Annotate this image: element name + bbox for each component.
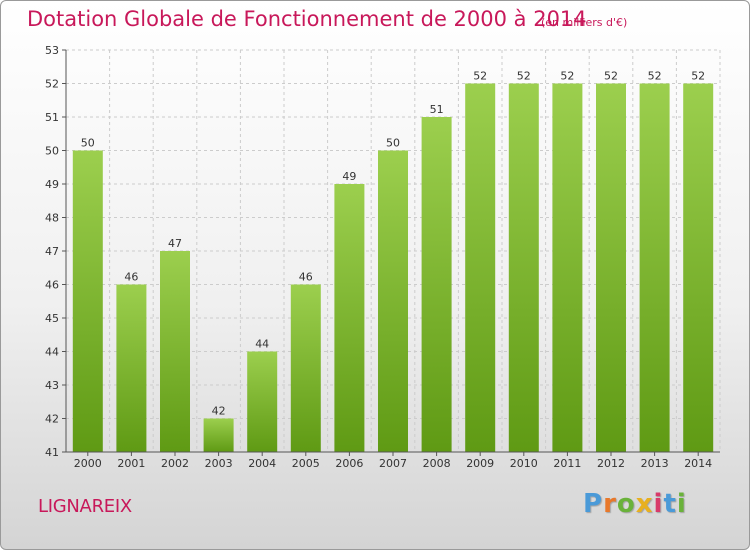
bar-2006 (334, 184, 365, 452)
chart-title: Dotation Globale de Fonctionnement de 20… (27, 7, 587, 31)
chart-subtitle: (en milliers d'€) (541, 16, 628, 29)
x-tick-label-2002: 2002 (161, 457, 189, 470)
logo-letter: x (635, 489, 654, 519)
data-label-2002: 47 (168, 237, 182, 250)
data-label-2012: 52 (604, 70, 618, 83)
logo-letter: i (653, 489, 664, 519)
axes: 41 42 43 44 45 46 47 48 49 50 51 52 53 2000 2001 2002 20… (45, 44, 720, 470)
bar-2008 (421, 117, 452, 452)
bar-2004 (247, 351, 278, 452)
data-label-2008: 51 (430, 103, 444, 116)
data-label-2014: 52 (691, 70, 705, 83)
data-label-2001: 46 (124, 271, 138, 284)
x-tick-label-2008: 2008 (423, 457, 451, 470)
bar-2013 (639, 83, 670, 452)
logo-letter: P (583, 489, 604, 519)
x-tick-label-2007: 2007 (379, 457, 407, 470)
bar-2009 (465, 83, 496, 452)
x-tick-label-2004: 2004 (248, 457, 276, 470)
x-tick-label-2006: 2006 (335, 457, 363, 470)
x-tick-label-2003: 2003 (205, 457, 233, 470)
logo-letter: i (676, 489, 687, 519)
y-tick-label: 53 (45, 44, 59, 57)
logo-letter: r (603, 489, 617, 519)
y-tick-label: 42 (45, 413, 59, 426)
bars (72, 83, 714, 452)
logo-letter: t (663, 489, 677, 519)
bar-2002 (160, 251, 190, 452)
bar-2012 (596, 83, 626, 452)
data-label-2003: 42 (212, 405, 226, 418)
y-tick-label: 52 (45, 78, 59, 91)
x-tick-label-2010: 2010 (510, 457, 538, 470)
commune-name: LIGNAREIX (38, 496, 132, 517)
data-label-2010: 52 (517, 70, 531, 83)
x-tick-label-2013: 2013 (641, 457, 669, 470)
data-label-2000: 50 (81, 137, 95, 150)
bar-2011 (552, 83, 583, 452)
x-tick-label-2011: 2011 (553, 457, 581, 470)
y-tick-label: 43 (45, 379, 59, 392)
x-tick-label-2014: 2014 (684, 457, 712, 470)
data-label-2011: 52 (560, 70, 574, 83)
y-tick-label: 47 (45, 245, 59, 258)
bar-2003 (203, 418, 234, 452)
data-label-2009: 52 (473, 70, 487, 83)
bar-2000 (72, 150, 103, 452)
x-tick-label-2001: 2001 (117, 457, 145, 470)
y-tick-label: 46 (45, 279, 59, 292)
data-label-2007: 50 (386, 137, 400, 150)
bar-2007 (378, 150, 408, 452)
y-tick-label: 44 (45, 346, 59, 359)
logo-letter: o (616, 489, 636, 519)
data-label-2006: 49 (342, 170, 356, 183)
x-tick-label-2012: 2012 (597, 457, 625, 470)
y-tick-label: 49 (45, 178, 59, 191)
y-tick-label: 45 (45, 312, 59, 325)
y-tick-label: 41 (45, 446, 59, 459)
x-tick-label-2000: 2000 (74, 457, 102, 470)
bar-2001 (116, 284, 147, 452)
data-label-2004: 44 (255, 338, 269, 351)
x-tick-label-2009: 2009 (466, 457, 494, 470)
bar-2010 (508, 83, 539, 452)
bar-2014 (683, 83, 714, 452)
y-tick-label: 50 (45, 145, 59, 158)
y-tick-label: 51 (45, 111, 59, 124)
bar-2005 (290, 284, 321, 452)
proxiti-logo[interactable]: Proxiti (583, 489, 687, 519)
y-tick-label: 48 (45, 212, 59, 225)
x-tick-label-2005: 2005 (292, 457, 320, 470)
labels: 50 46 47 42 44 46 49 50 51 52 52 52 52 52 52 (81, 70, 705, 418)
data-label-2013: 52 (648, 70, 662, 83)
data-label-2005: 46 (299, 271, 313, 284)
